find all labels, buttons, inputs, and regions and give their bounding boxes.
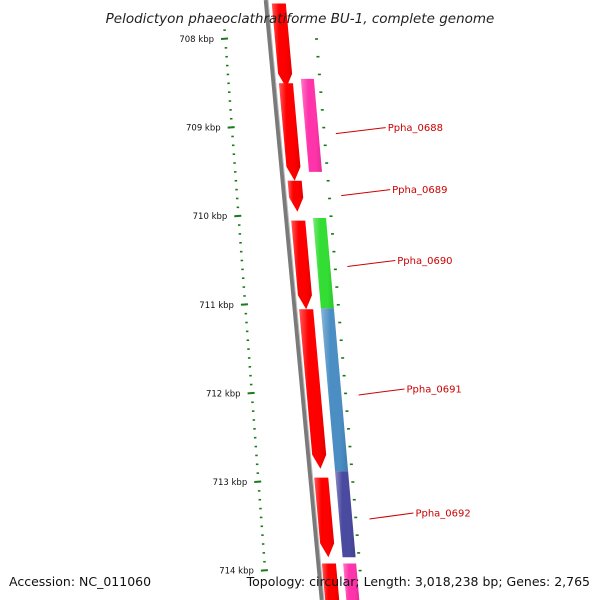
cog-feature-2 (313, 217, 334, 309)
gene-label-5: Ppha_0692 (415, 509, 470, 520)
label-layer: Ppha_0688 Ppha_0689 Ppha_0690 Ppha_0691 Ppha… (335, 123, 471, 520)
strand-feature-1-shine (271, 3, 293, 88)
cog-feature-1-shine (300, 78, 322, 172)
gene-label-line (347, 260, 396, 267)
gene-label-line (369, 512, 414, 520)
strand-feature-1 (271, 3, 293, 88)
cog-feature-3 (320, 308, 349, 472)
tick-label: 711 kbp (199, 301, 234, 311)
strand-feature-4 (291, 220, 312, 310)
topology-text: Topology: circular; Length: 3,018,238 bp… (246, 574, 590, 589)
cog-feature-3-shine (320, 308, 349, 472)
strand-feature-2-shine (278, 83, 301, 181)
feature-layer (271, 3, 360, 600)
gene-label-4: Ppha_0691 (407, 384, 462, 395)
major-tick (254, 480, 262, 483)
strand-feature-5 (299, 309, 327, 469)
tick-label: 710 kbp (193, 212, 228, 222)
major-tick (227, 126, 235, 129)
gene-label-line (335, 127, 386, 135)
tick-label: 713 kbp (213, 478, 248, 488)
tick-label: 709 kbp (186, 124, 221, 134)
tick-layer: 708 kbp 709 kbp 710 kbp 711 kbp 712 kbp 713 k… (179, 29, 362, 577)
genome-backbone-highlight (267, 0, 325, 600)
backbone-layer (263, 0, 325, 600)
gene-label-2: Ppha_0689 (392, 185, 447, 196)
strand-feature-5-shine (299, 309, 327, 469)
cog-feature-5-shine (343, 563, 360, 600)
strand-feature-4-shine (291, 220, 312, 310)
strand-feature-3 (287, 180, 304, 212)
cog-feature-4-shine (335, 471, 356, 558)
gene-label-line (341, 189, 391, 197)
strand-feature-7-shine (321, 563, 340, 600)
major-tick (234, 214, 242, 218)
strand-feature-7 (321, 563, 340, 600)
map-title: Pelodictyon phaeoclathratiforme BU-1, co… (106, 11, 495, 27)
gene-label-1: Ppha_0688 (388, 123, 443, 134)
gene-label-3: Ppha_0690 (397, 256, 452, 267)
tick-label: 712 kbp (206, 389, 241, 399)
strand-feature-3-shine (287, 180, 304, 212)
major-tick (247, 391, 255, 395)
strand-feature-6 (314, 477, 335, 558)
cog-feature-1 (300, 78, 322, 172)
gene-label-line (358, 388, 405, 396)
tick-label: 714 kbp (219, 567, 254, 577)
major-tick (220, 37, 229, 40)
major-tick (240, 303, 249, 306)
strand-feature-2 (278, 83, 301, 181)
major-tick (260, 569, 268, 572)
tick-label: 708 kbp (179, 35, 214, 45)
genome-backbone-line (263, 0, 325, 600)
cog-feature-5 (343, 563, 360, 600)
cog-feature-2-shine (313, 217, 334, 309)
accession-text: Accession: NC_011060 (9, 574, 151, 589)
cog-feature-4 (335, 471, 356, 558)
strand-feature-6-shine (314, 477, 335, 558)
